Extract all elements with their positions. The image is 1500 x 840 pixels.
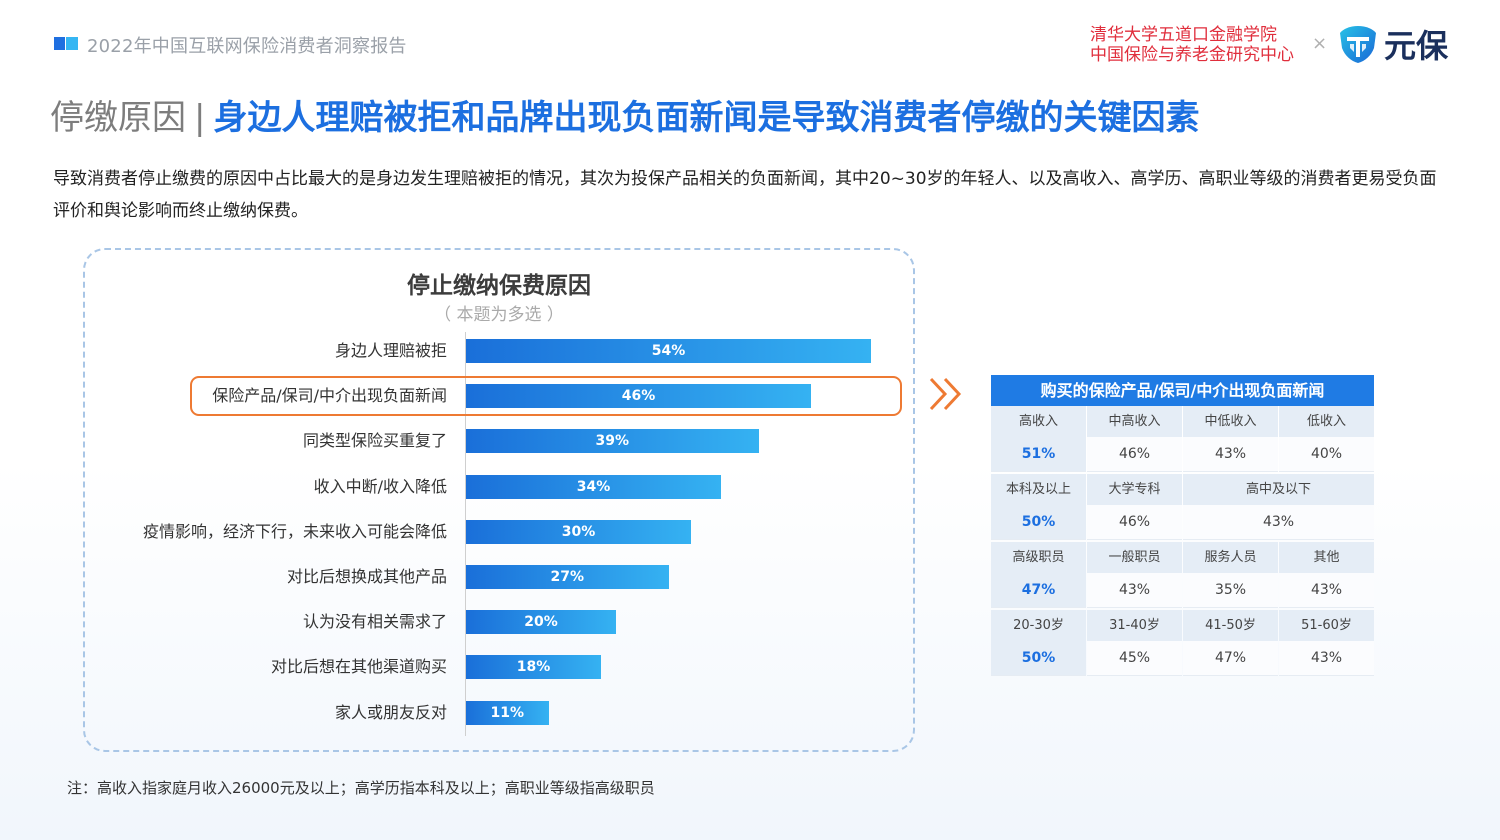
bar-row: 认为没有相关需求了 20% (85, 610, 913, 635)
highlight-frame (190, 376, 902, 417)
bar-row: 身边人理赔被拒 54% (85, 339, 913, 363)
table-row: 51% 46% 43% 40% (991, 437, 1374, 472)
table-row: 47% 43% 35% 43% (991, 573, 1374, 608)
bar-chart-panel: 停止缴纳保费原因 （ 本题为多选 ） 身边人理赔被拒 54% 保险产品/保司/中介出… (83, 248, 915, 752)
intro-paragraph: 导致消费者停止缴费的原因中占比最大的是身边发生理赔被拒的情况，其次为投保产品相关… (53, 169, 1437, 221)
table-header-cell: 一般职员 (1087, 542, 1182, 573)
table-value-cell: 43% (1183, 505, 1374, 540)
organization-name: 清华大学五道口金融学院 中国保险与养老金研究中心 (1090, 25, 1294, 65)
report-title: 2022年中国互联网保险消费者洞察报告 (87, 36, 407, 57)
bar-row: 收入中断/收入降低 34% (85, 474, 913, 499)
table-header-cell: 高中及以下 (1183, 474, 1374, 505)
bar: 27% (466, 565, 669, 589)
table-header-cell: 41-50岁 (1183, 610, 1278, 641)
table-header-cell: 低收入 (1279, 406, 1374, 437)
bar-row: 对比后想在其他渠道购买 18% (85, 655, 913, 680)
table-value-cell: 47% (1183, 641, 1278, 676)
table-value-cell: 47% (991, 573, 1086, 608)
bar-category-label: 对比后想在其他渠道购买 (270, 657, 447, 677)
table-header-cell: 中高收入 (1087, 406, 1182, 437)
bar: 39% (466, 429, 759, 454)
bar: 54% (466, 339, 871, 363)
table-value-cell: 51% (991, 437, 1086, 472)
table-header-cell: 高级职员 (991, 542, 1086, 573)
page-title-separator: | (194, 98, 206, 138)
table-header-cell: 20-30岁 (991, 610, 1086, 641)
footnote: 注：高收入指家庭月收入26000元及以上；高学历指本科及以上；高职业等级指高级职… (67, 779, 655, 797)
table-value-cell: 46% (1087, 505, 1183, 540)
table-value-cell: 43% (1279, 573, 1374, 608)
bar-row: 家人或朋友反对 11% (85, 700, 913, 725)
table-value-cell: 43% (1183, 437, 1278, 472)
bar-row: 疫情影响，经济下行，未来收入可能会降低 30% (85, 519, 913, 544)
page-title: 停缴原因 | 身边人理赔被拒和品牌出现负面新闻是导致消费者停缴的关键因素 (50, 90, 1199, 139)
table-header-cell: 51-60岁 (1279, 610, 1374, 641)
bar-category-label: 收入中断/收入降低 (313, 476, 447, 496)
header-square-icon (54, 37, 78, 50)
table-value-cell: 43% (1279, 641, 1374, 676)
table-header-cell: 大学专科 (1087, 474, 1183, 505)
table-value-cell: 50% (991, 641, 1086, 676)
table-header-cell: 高收入 (991, 406, 1086, 437)
chart-title: 停止缴纳保费原因 (407, 273, 591, 299)
table-row: 50% 46% 43% (991, 505, 1374, 540)
bar-category-label: 同类型保险买重复了 (302, 431, 447, 451)
chart-axis-line (465, 332, 466, 736)
table-value-cell: 45% (1087, 641, 1182, 676)
bar: 18% (466, 655, 601, 680)
breakdown-table: 购买的保险产品/保司/中介出现负面新闻 高收入 中高收入 中低收入 低收入 51% 46%… (991, 375, 1374, 676)
bar: 11% (466, 700, 549, 725)
table-header-cell: 中低收入 (1183, 406, 1278, 437)
bar: 30% (466, 519, 691, 544)
table-value-cell: 43% (1087, 573, 1182, 608)
bar-category-label: 认为没有相关需求了 (302, 612, 447, 632)
page-title-main: 身边人理赔被拒和品牌出现负面新闻是导致消费者停缴的关键因素 (213, 98, 1200, 138)
times-sign: × (1312, 33, 1328, 54)
bar-category-label: 家人或朋友反对 (334, 702, 447, 722)
table-value-cell: 50% (991, 505, 1087, 540)
table-row: 50% 45% 47% 43% (991, 641, 1374, 676)
table-header-cell: 本科及以上 (991, 474, 1087, 505)
table-header-row: 本科及以上 大学专科 高中及以下 (991, 474, 1374, 505)
org-line-2: 中国保险与养老金研究中心 (1090, 45, 1294, 65)
bar-category-label: 对比后想换成其他产品 (286, 567, 447, 586)
org-line-1: 清华大学五道口金融学院 (1090, 25, 1277, 45)
bar: 46% (466, 384, 811, 409)
bar-row: 保险产品/保司/中介出现负面新闻 46% (85, 384, 913, 409)
table-header-cell: 服务人员 (1183, 542, 1278, 573)
brand-name: 元保 (1384, 27, 1449, 65)
bar-row: 同类型保险买重复了 39% (85, 429, 913, 454)
bar: 34% (466, 474, 721, 499)
bar-category-label: 身边人理赔被拒 (334, 341, 447, 360)
table-value-cell: 40% (1279, 437, 1374, 472)
bar-category-label: 保险产品/保司/中介出现负面新闻 (212, 386, 447, 406)
bar-category-label: 疫情影响，经济下行，未来收入可能会降低 (142, 521, 447, 541)
table-header-cell: 其他 (1279, 542, 1374, 573)
chart-subtitle: （ 本题为多选 ） (434, 305, 564, 325)
table-header-row: 20-30岁 31-40岁 41-50岁 51-60岁 (991, 610, 1374, 641)
table-value-cell: 35% (1183, 573, 1278, 608)
table-header-row: 高收入 中高收入 中低收入 低收入 (991, 406, 1374, 437)
page-title-prefix: 停缴原因 (50, 98, 186, 138)
bar-row: 对比后想换成其他产品 27% (85, 565, 913, 589)
table-header-row: 高级职员 一般职员 服务人员 其他 (991, 542, 1374, 573)
breakdown-table-title: 购买的保险产品/保司/中介出现负面新闻 (991, 375, 1374, 406)
bar: 20% (466, 610, 616, 635)
table-header-cell: 31-40岁 (1087, 610, 1182, 641)
table-value-cell: 46% (1087, 437, 1182, 472)
double-chevron-right-icon (929, 377, 962, 411)
yuanbao-shield-logo-icon (1340, 26, 1376, 63)
